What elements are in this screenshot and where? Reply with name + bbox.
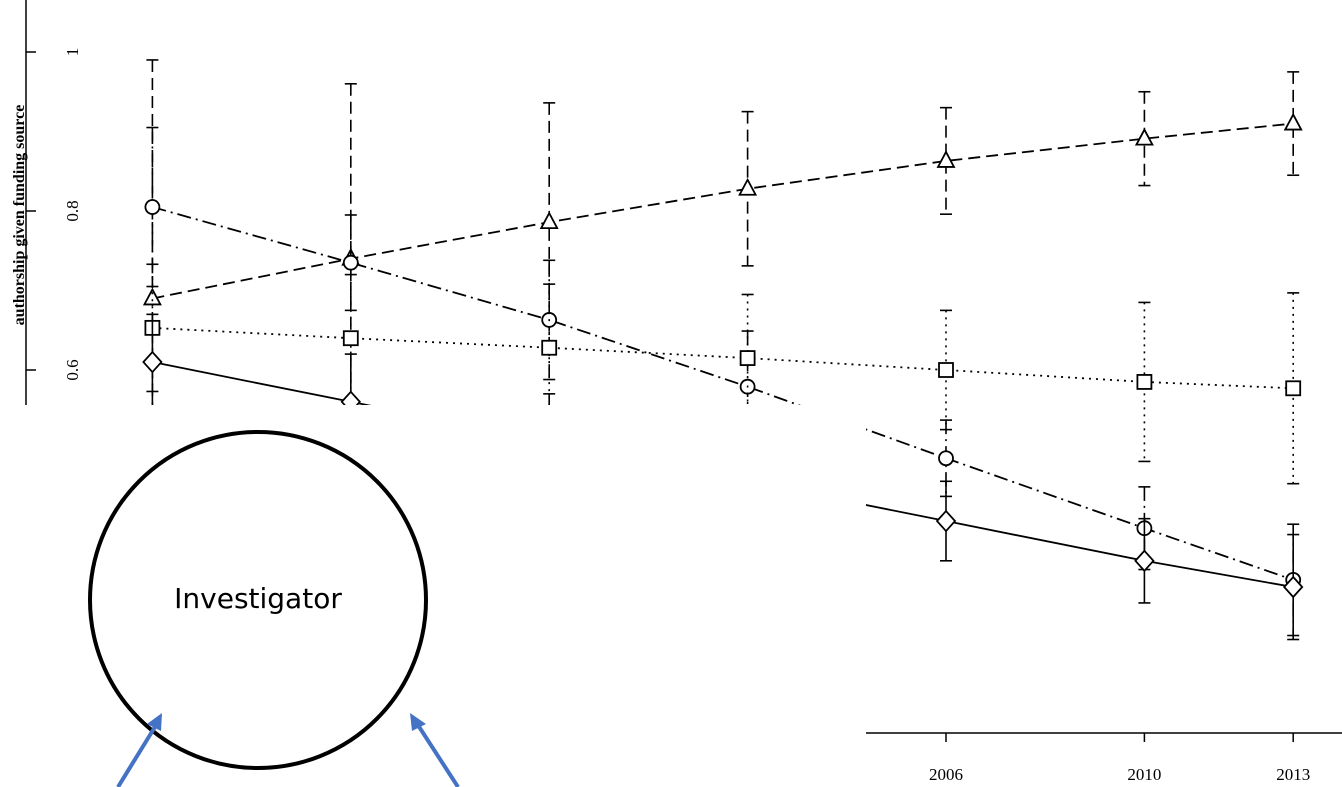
x-tick-label: 2013 (1276, 765, 1310, 784)
marker (938, 450, 954, 467)
plot: authorship given funding source 1 0.8 0.6 (11, 0, 1304, 641)
arrow (116, 720, 160, 787)
marker (938, 362, 954, 378)
marker (1136, 374, 1153, 390)
marker (1285, 380, 1302, 397)
marker (738, 177, 758, 196)
marker (935, 509, 957, 533)
marker (342, 330, 359, 347)
marker (541, 339, 558, 356)
y-axis-label: authorship given funding source (11, 105, 28, 326)
x-ticks: 2006 2010 2013 (929, 733, 1310, 784)
y-tick-label: 0.8 (63, 200, 82, 221)
series-line (152, 122, 1294, 300)
x-tick-label: 2006 (929, 765, 963, 784)
marker (342, 254, 359, 271)
marker (142, 350, 163, 374)
marker (1134, 549, 1155, 573)
y-tick-label: 1 (63, 48, 82, 57)
marker (142, 287, 162, 306)
node-label: Investigator (174, 582, 342, 615)
marker (739, 350, 756, 366)
arrow-head (410, 713, 426, 731)
marker (1134, 127, 1154, 146)
overlay: Investigator (0, 405, 1342, 787)
marker (144, 199, 161, 215)
arrow (414, 720, 460, 787)
marker (936, 150, 956, 168)
marker (539, 211, 559, 230)
investigator-node (88, 430, 428, 770)
marker (1282, 575, 1304, 599)
arrow-head (147, 713, 162, 731)
y-tick-label: 0.6 (63, 359, 82, 380)
series-line (152, 326, 1294, 390)
x-tick-label: 2010 (1127, 765, 1161, 784)
marker (1283, 112, 1303, 131)
